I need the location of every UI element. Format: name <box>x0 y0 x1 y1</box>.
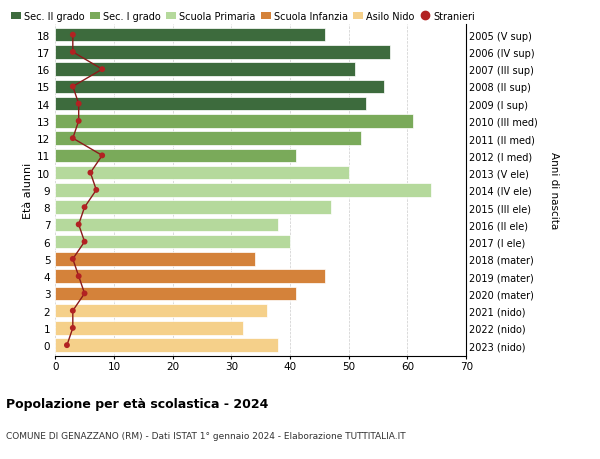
Bar <box>55 321 243 335</box>
Bar <box>55 63 355 77</box>
Point <box>97 66 107 73</box>
Legend: Sec. II grado, Sec. I grado, Scuola Primaria, Scuola Infanzia, Asilo Nido, Stran: Sec. II grado, Sec. I grado, Scuola Prim… <box>11 12 475 22</box>
Point <box>74 273 83 280</box>
Bar <box>55 167 349 180</box>
Point <box>68 308 77 315</box>
Bar <box>55 287 296 301</box>
Text: COMUNE DI GENAZZANO (RM) - Dati ISTAT 1° gennaio 2024 - Elaborazione TUTTITALIA.: COMUNE DI GENAZZANO (RM) - Dati ISTAT 1°… <box>6 431 406 441</box>
Bar <box>55 184 431 197</box>
Point <box>68 325 77 332</box>
Bar <box>55 218 278 232</box>
Bar <box>55 29 325 42</box>
Point <box>80 239 89 246</box>
Bar <box>55 252 255 266</box>
Bar <box>55 132 361 146</box>
Point <box>68 256 77 263</box>
Bar <box>55 235 290 249</box>
Point <box>68 135 77 143</box>
Bar <box>55 115 413 129</box>
Bar <box>55 46 390 60</box>
Y-axis label: Età alunni: Età alunni <box>23 162 33 218</box>
Bar <box>55 98 367 111</box>
Bar <box>55 270 325 283</box>
Bar <box>55 149 296 163</box>
Bar <box>55 304 266 318</box>
Point <box>68 49 77 56</box>
Point <box>62 341 72 349</box>
Point <box>80 290 89 297</box>
Point <box>74 221 83 229</box>
Point <box>80 204 89 211</box>
Y-axis label: Anni di nascita: Anni di nascita <box>549 152 559 229</box>
Point <box>68 32 77 39</box>
Point <box>97 152 107 160</box>
Bar <box>55 201 331 214</box>
Point <box>74 101 83 108</box>
Point <box>91 187 101 194</box>
Text: Popolazione per età scolastica - 2024: Popolazione per età scolastica - 2024 <box>6 397 268 410</box>
Point <box>74 118 83 125</box>
Point <box>86 169 95 177</box>
Point <box>68 84 77 91</box>
Bar <box>55 339 278 352</box>
Bar <box>55 80 384 94</box>
